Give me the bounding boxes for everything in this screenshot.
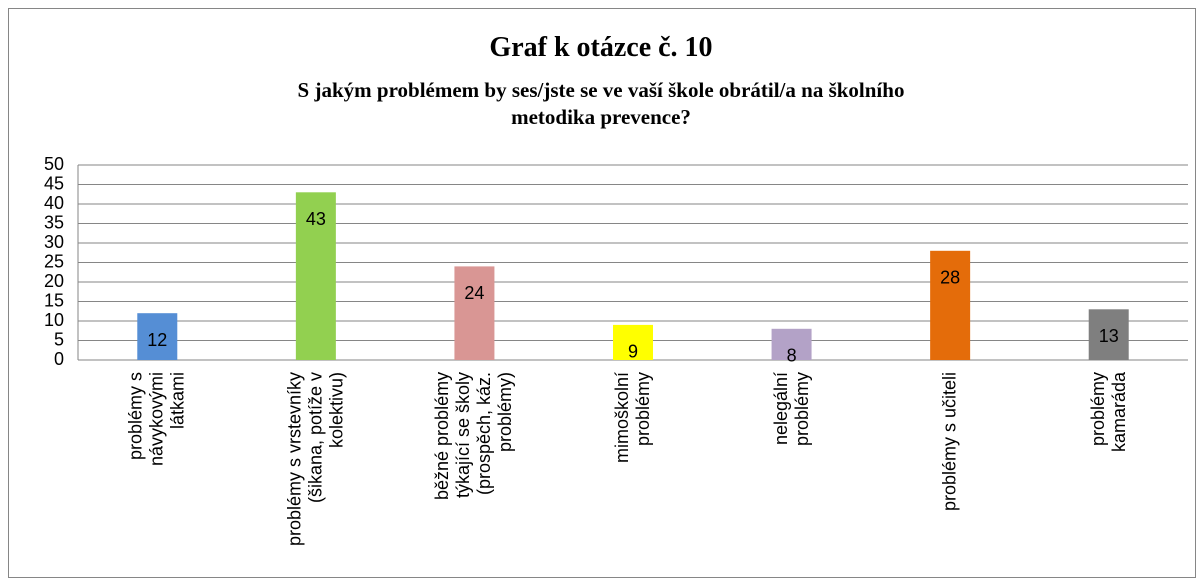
bar [295, 192, 336, 360]
y-tick-label: 10 [44, 310, 64, 330]
x-tick-label: problémy s učiteli [939, 372, 960, 512]
value-label: 9 [628, 342, 638, 362]
y-tick-label: 20 [44, 271, 64, 291]
value-label: 24 [464, 283, 484, 303]
value-label: 8 [787, 346, 797, 366]
x-tick-label: problémy s návykovými látkami [125, 372, 188, 467]
chart-subtitle: S jakým problémem by ses/jste se ve vaší… [297, 78, 905, 129]
value-label: 13 [1099, 326, 1119, 346]
bar [613, 324, 653, 360]
bar [930, 250, 971, 360]
chart-title: Graf k otázce č. 10 [489, 32, 713, 63]
value-label: 12 [147, 330, 167, 350]
bar [137, 313, 178, 360]
x-tick-label: mimoškolní problémy [612, 372, 653, 464]
value-label: 28 [940, 268, 960, 288]
bar [771, 328, 812, 360]
x-tick-label: problémy s vrstevníky (šikana, potíže v … [284, 372, 347, 547]
y-tick-label: 40 [44, 193, 64, 213]
x-tick-label: nelegální problémy [770, 372, 812, 447]
y-tick-label: 45 [44, 173, 64, 193]
y-tick-label: 30 [44, 232, 64, 252]
x-tick-label: běžné problémy týkající se školy (prospě… [432, 372, 516, 501]
y-tick-label: 0 [54, 349, 64, 369]
y-tick-label: 50 [44, 154, 64, 174]
y-tick-label: 15 [44, 290, 64, 310]
y-tick-label: 5 [54, 329, 64, 349]
y-tick-label: 35 [44, 212, 64, 232]
bar [454, 266, 495, 360]
bar [1088, 309, 1129, 360]
x-tick-label: problémy kamaráda [1087, 372, 1129, 453]
y-tick-label: 25 [44, 251, 64, 271]
value-label: 43 [306, 209, 326, 229]
